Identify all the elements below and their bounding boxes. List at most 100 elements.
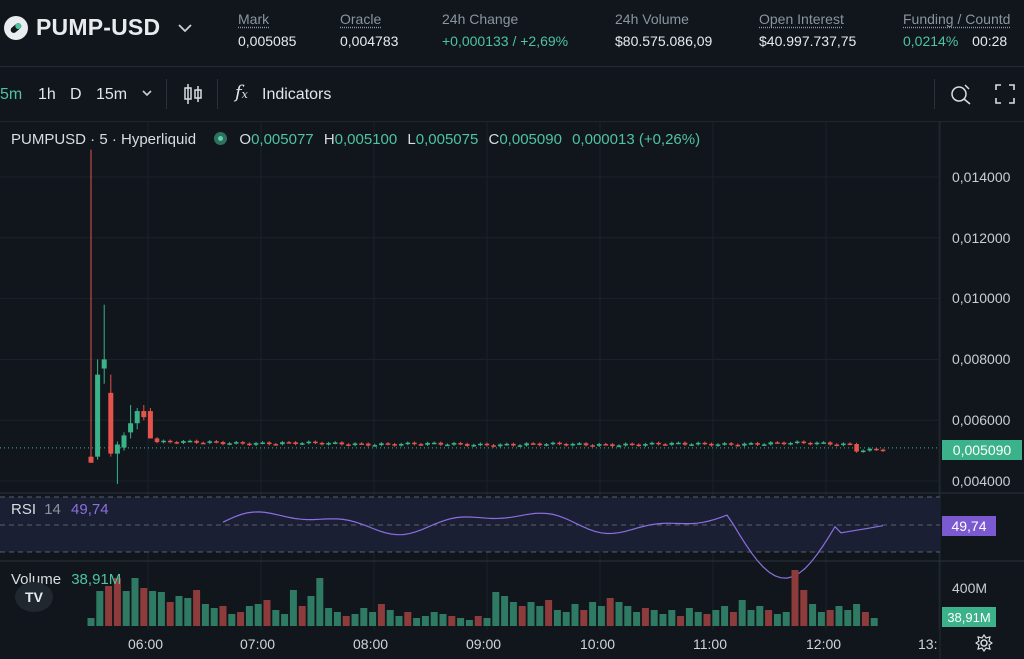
candle-body <box>524 443 529 446</box>
candle-body <box>352 443 358 446</box>
candle-body <box>775 442 780 444</box>
funding-values: 0,0214% 00:28 <box>903 33 1010 49</box>
time-axis-tick: 12:00 <box>806 636 842 652</box>
pair-selector[interactable]: PUMP-USD <box>4 14 192 41</box>
candle-body <box>365 443 371 446</box>
volume-value: 38,91M <box>71 571 122 588</box>
interval-d[interactable]: D <box>70 86 82 103</box>
chevron-down-icon[interactable] <box>178 20 192 36</box>
candle-body <box>425 442 430 445</box>
chart-toolbar: 5m 1h D 15m fx Indicators <box>0 67 1024 122</box>
candle-style-icon[interactable] <box>183 83 203 110</box>
candle-body <box>306 441 312 444</box>
volume-bar <box>809 604 817 626</box>
candle-body <box>194 440 199 443</box>
candle-body <box>735 444 741 447</box>
candle-body <box>220 442 226 445</box>
volume-bar <box>483 618 491 626</box>
volume-bar <box>157 592 165 626</box>
volume-bar <box>140 588 148 626</box>
volume-bar <box>457 618 465 626</box>
candle-body <box>537 443 543 446</box>
time-axis-tick: 10:00 <box>580 636 616 652</box>
low-label: L <box>407 131 416 148</box>
chart-settings-icon[interactable] <box>974 633 994 657</box>
funding-label[interactable]: Funding / Countd <box>903 11 1011 27</box>
candle-body <box>273 444 279 446</box>
oracle-label[interactable]: Oracle <box>340 11 382 27</box>
toolbar-divider <box>217 79 218 109</box>
price-axis-tick: 0,004000 <box>952 473 1011 489</box>
candle-body <box>187 440 193 443</box>
time-axis-tick: 06:00 <box>128 636 164 652</box>
price-axis-tick: 0,010000 <box>952 290 1011 306</box>
function-icon[interactable]: fx <box>235 82 248 103</box>
pair-name: PUMP-USD <box>36 14 161 40</box>
volume-bar <box>149 591 157 626</box>
volume-bar <box>501 596 509 626</box>
interval-1h[interactable]: 1h <box>38 86 56 103</box>
volume-bar <box>509 602 517 626</box>
candle-body <box>161 440 166 443</box>
candle-body <box>451 443 457 445</box>
oracle-stat: Oracle 0,004783 <box>340 11 398 49</box>
fullscreen-icon[interactable] <box>994 83 1016 110</box>
candle-body <box>788 443 793 445</box>
candle-body <box>610 444 615 447</box>
candle-body <box>134 411 140 424</box>
candle-body <box>544 444 549 446</box>
candle-body <box>596 444 602 446</box>
candle-body <box>867 448 873 451</box>
candle-body <box>497 444 503 447</box>
volume-bar <box>377 604 385 626</box>
interval-5m[interactable]: 5m <box>0 86 23 103</box>
volume-bar <box>633 612 641 626</box>
volume-bar <box>298 606 306 626</box>
candle-body <box>167 440 173 443</box>
volume-bar <box>659 614 667 626</box>
volume-bar <box>641 608 649 626</box>
volume-bar <box>738 600 746 626</box>
candle-body <box>260 442 265 444</box>
last-price-tag: 0,005090 <box>942 440 1022 460</box>
volume-bar <box>465 620 473 626</box>
volume-bar <box>853 604 861 626</box>
candle-body <box>174 442 180 444</box>
candle-body <box>841 443 846 446</box>
volume-pane <box>87 570 878 626</box>
interval-chevron-icon[interactable] <box>141 85 153 103</box>
volume-bar <box>765 610 773 626</box>
volume-bar <box>580 610 588 626</box>
candle-body <box>326 443 331 445</box>
volume-bar <box>844 610 852 626</box>
volume-bar <box>316 578 324 626</box>
high-label: H <box>323 131 335 148</box>
volume-bar <box>694 612 702 626</box>
candle-body <box>121 435 127 448</box>
volume-bar <box>536 606 544 626</box>
volume-bar <box>606 598 614 626</box>
candle-body <box>748 443 754 445</box>
candle-body <box>114 444 120 454</box>
interval-15m[interactable]: 15m <box>96 86 128 103</box>
volume-bar <box>527 602 535 626</box>
volume-24h-stat: 24h Volume $80.575.086,09 <box>615 11 712 49</box>
indicators-button[interactable]: Indicators <box>262 86 332 103</box>
tradingview-logo[interactable]: TV <box>15 582 53 612</box>
pump-token-icon <box>4 15 28 40</box>
funding-rate: 0,0214% <box>903 33 959 49</box>
price-chart[interactable] <box>0 122 1024 659</box>
close-label: C <box>488 131 500 148</box>
candle-body <box>181 441 186 443</box>
volume-bar <box>782 612 790 626</box>
open-interest-label[interactable]: Open Interest <box>759 11 844 27</box>
candle-body <box>233 442 239 444</box>
candle-body <box>781 442 787 445</box>
candle-body <box>207 441 213 443</box>
candle-body <box>854 444 859 452</box>
candle-body <box>379 443 384 446</box>
snapshot-icon[interactable] <box>950 83 972 110</box>
volume-bar <box>219 606 227 626</box>
mark-label[interactable]: Mark <box>238 11 270 27</box>
rsi-value: 49,74 <box>71 501 109 518</box>
